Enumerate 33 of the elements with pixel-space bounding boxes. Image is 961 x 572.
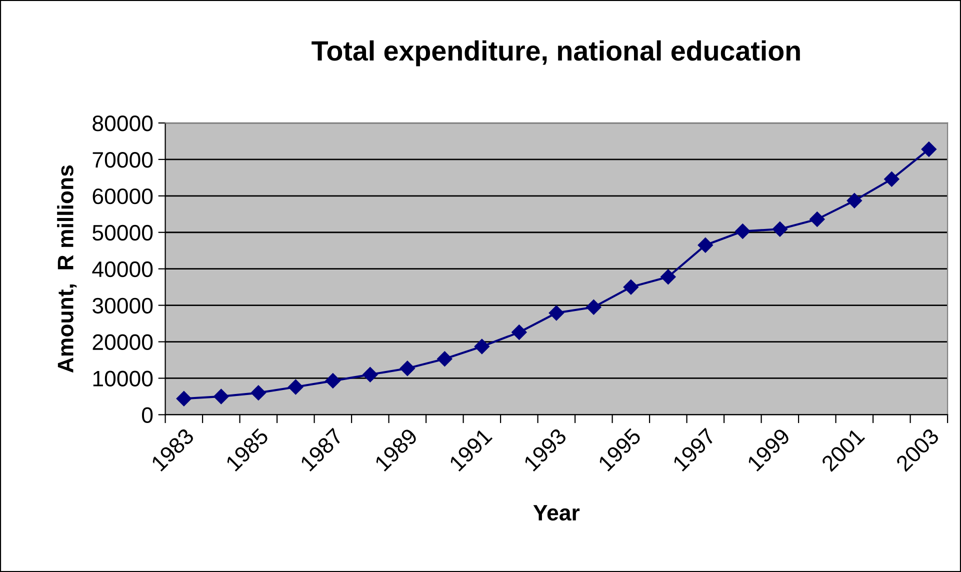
chart-title: Total expenditure, national education: [312, 40, 800, 66]
point: [400, 360, 415, 376]
point: [325, 373, 340, 388]
point: [214, 388, 229, 404]
x-axis-title: Year: [533, 505, 580, 521]
point: [362, 367, 378, 382]
point: [623, 280, 638, 295]
point: [698, 238, 713, 253]
point: [250, 385, 266, 400]
point: [437, 351, 452, 366]
point: [586, 300, 602, 315]
y-tick-label: 60000: [92, 188, 153, 204]
point: [660, 269, 676, 284]
y-tick-label: 30000: [92, 298, 153, 314]
point: [810, 212, 825, 227]
point: [288, 379, 304, 395]
y-tick-label: 50000: [92, 224, 153, 241]
y-tick-label: 0: [142, 407, 153, 423]
y-tick-label: 10000: [93, 370, 153, 387]
point: [921, 142, 936, 157]
y-axis-title: Amount, R millions: [57, 165, 77, 373]
point: [846, 193, 862, 208]
y-tick-label: 80000: [92, 116, 153, 132]
point: [176, 391, 192, 406]
y-tick-label: 40000: [92, 261, 153, 278]
point: [548, 305, 564, 321]
point: [772, 222, 788, 237]
point: [474, 338, 490, 354]
point: [884, 172, 900, 187]
point: [735, 224, 750, 239]
y-tick-label: 70000: [92, 152, 153, 168]
y-tick-label: 20000: [92, 334, 153, 350]
point: [512, 324, 527, 340]
